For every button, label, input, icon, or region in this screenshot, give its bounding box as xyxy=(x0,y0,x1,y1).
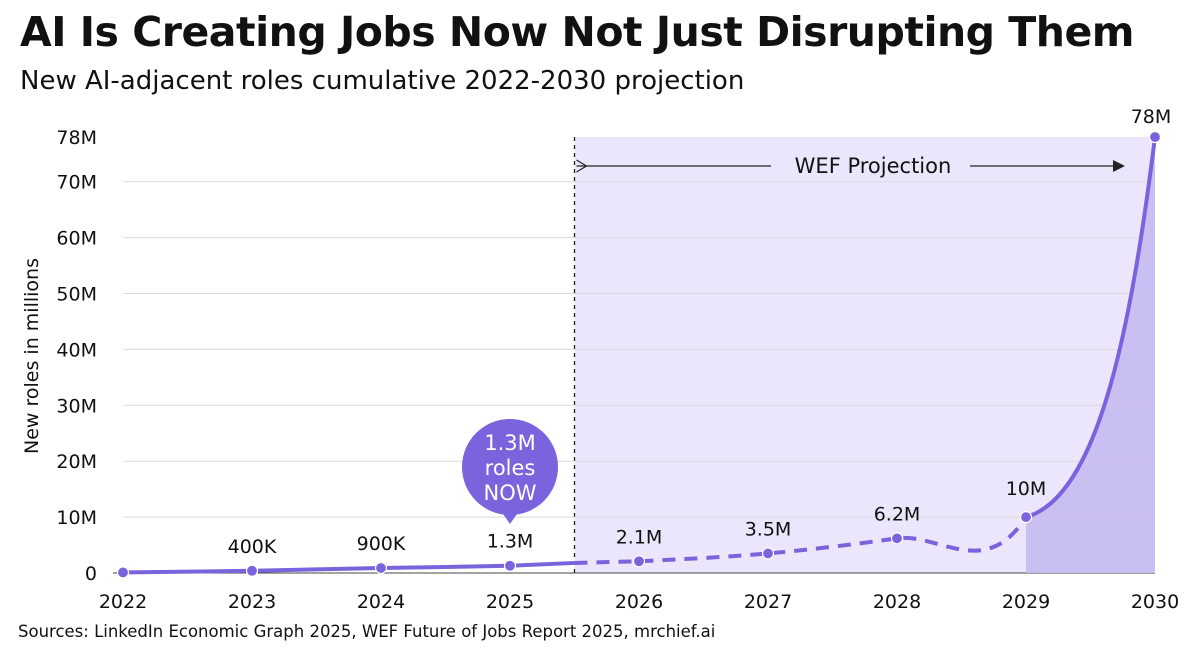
data-point xyxy=(374,561,388,575)
y-tick-label: 40M xyxy=(56,339,97,361)
callout-pointer xyxy=(501,511,519,524)
projected-final-line xyxy=(1024,135,1157,520)
x-tick-label: 2029 xyxy=(1002,591,1050,613)
x-tick-label: 2026 xyxy=(615,591,663,613)
data-point xyxy=(116,566,130,579)
y-tick-label: 20M xyxy=(56,451,97,473)
data-point xyxy=(1148,130,1162,144)
x-tick-label: 2030 xyxy=(1131,591,1179,613)
callout-text: 1.3M xyxy=(484,431,536,455)
arrowhead-left xyxy=(576,159,588,173)
x-tick-label: 2025 xyxy=(486,591,534,613)
x-tick-label: 2027 xyxy=(744,591,792,613)
data-point xyxy=(245,564,259,577)
data-label: 78M xyxy=(1131,106,1172,128)
data-label: 2.1M xyxy=(616,526,663,548)
callout-text: roles xyxy=(485,456,536,480)
y-tick-label: 78M xyxy=(56,127,97,149)
callout-bubble xyxy=(462,419,558,515)
chart-title: AI Is Creating Jobs Now Not Just Disrupt… xyxy=(20,8,1135,56)
x-tick-label: 2028 xyxy=(873,591,921,613)
data-label: 10M xyxy=(1006,478,1047,500)
x-tick-label: 2022 xyxy=(99,591,147,613)
callout-text: NOW xyxy=(483,481,536,505)
data-point xyxy=(761,547,775,560)
projected-series-line xyxy=(574,516,1028,565)
data-label: 6.2M xyxy=(874,503,921,525)
y-tick-label: 30M xyxy=(56,395,97,417)
data-point xyxy=(890,532,904,545)
chart-subtitle: New AI-adjacent roles cumulative 2022-20… xyxy=(20,66,745,96)
data-point xyxy=(1019,511,1033,524)
projection-area xyxy=(1026,137,1155,573)
y-axis-title: New roles in millions xyxy=(21,258,43,454)
data-point xyxy=(503,559,517,572)
y-tick-label: 50M xyxy=(56,284,97,306)
projection-label: WEF Projection xyxy=(795,154,952,178)
data-label: 900K xyxy=(357,533,406,555)
y-tick-label: 70M xyxy=(56,172,97,194)
data-point xyxy=(632,555,646,568)
y-tick-label: 0 xyxy=(85,563,97,585)
x-tick-label: 2024 xyxy=(357,591,405,613)
actual-series-line xyxy=(121,560,577,575)
source-note: Sources: LinkedIn Economic Graph 2025, W… xyxy=(18,622,716,641)
y-tick-label: 10M xyxy=(56,507,97,529)
data-label: 3.5M xyxy=(745,518,792,540)
data-label: 1.3M xyxy=(487,531,534,553)
y-tick-label: 60M xyxy=(56,228,97,250)
data-label: 400K xyxy=(228,536,277,558)
x-tick-label: 2023 xyxy=(228,591,276,613)
arrowhead-right xyxy=(1113,160,1125,172)
